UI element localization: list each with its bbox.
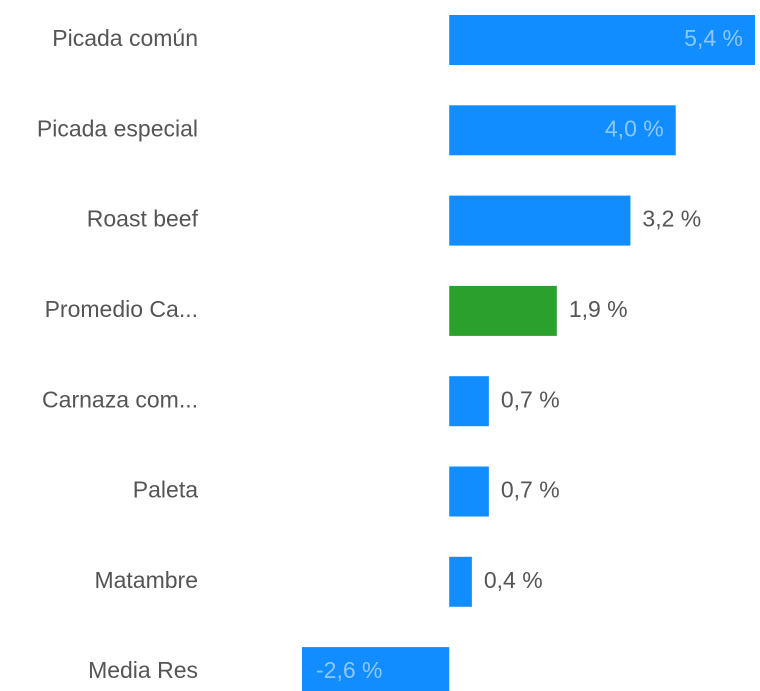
data-label: -2,6 % [316, 657, 382, 683]
bar [449, 15, 755, 65]
bar [449, 285, 557, 336]
bar [302, 647, 450, 691]
bar [449, 195, 631, 246]
category-label: Carnaza com... [42, 386, 198, 412]
bar [449, 105, 676, 156]
data-label: 0,7 % [501, 477, 560, 503]
category-label: Roast beef [87, 206, 199, 232]
data-label: 0,7 % [501, 386, 560, 412]
bar [449, 376, 489, 427]
data-label: 4,0 % [605, 115, 664, 141]
data-label: 0,4 % [484, 567, 543, 593]
category-label: Promedio Ca... [45, 296, 198, 322]
category-label: Picada común [52, 25, 198, 51]
data-label: 5,4 % [684, 25, 743, 51]
category-label: Paleta [133, 477, 198, 503]
category-label: Matambre [94, 567, 198, 593]
data-label: 1,9 % [569, 296, 628, 322]
bar [449, 556, 472, 607]
category-label: Media Res [88, 657, 198, 683]
bar [449, 466, 489, 517]
category-label: Picada especial [37, 115, 198, 141]
data-label: 3,2 % [642, 206, 701, 232]
